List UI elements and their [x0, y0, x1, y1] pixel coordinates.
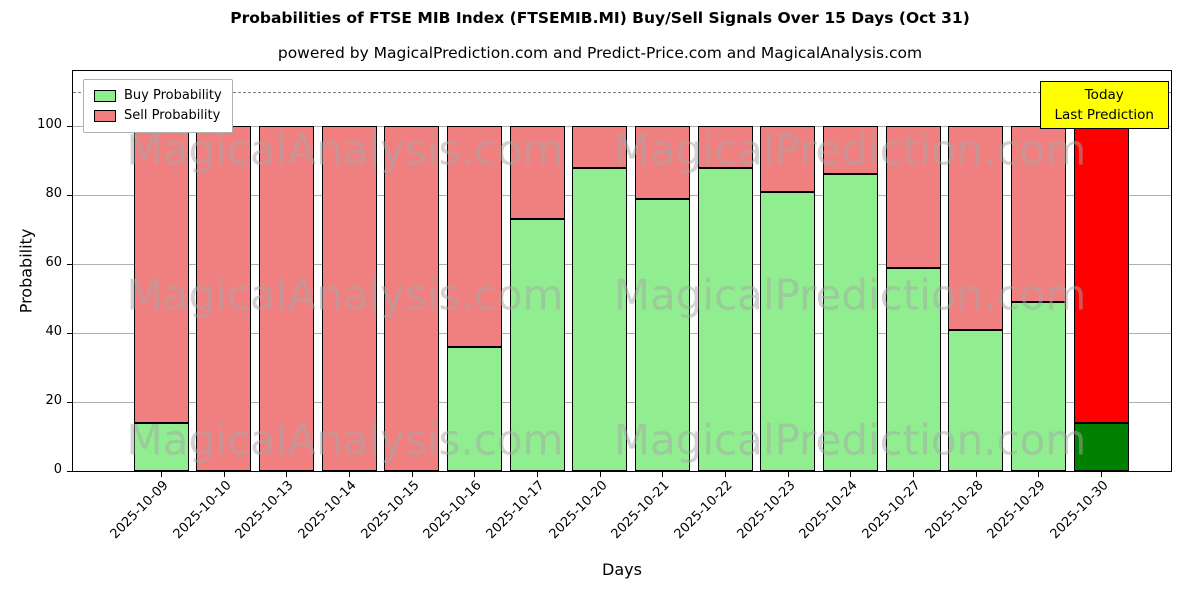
- x-tick-mark: [161, 472, 162, 477]
- buy-bar-segment: [1010, 302, 1066, 471]
- y-tick-label: 0: [53, 462, 62, 477]
- buy-bar-segment: [1073, 422, 1129, 471]
- today-annotation-line1: Today: [1084, 87, 1124, 103]
- x-tick-label: 2025-10-20: [546, 478, 611, 543]
- y-tick-label: 80: [45, 186, 62, 202]
- sell-bar-segment: [509, 126, 565, 220]
- x-tick-mark: [913, 472, 914, 477]
- x-tick-label: 2025-10-21: [608, 478, 673, 543]
- x-tick-mark: [850, 472, 852, 477]
- legend-label-buy: Buy Probability: [124, 88, 222, 103]
- today-annotation-line2: Last Prediction: [1054, 107, 1154, 123]
- legend-item-buy: Buy Probability: [94, 86, 222, 106]
- x-tick-mark: [411, 472, 413, 477]
- y-tick-mark: [67, 471, 72, 472]
- dashed-threshold-line: [73, 91, 1171, 93]
- x-tick-label: 2025-10-28: [922, 478, 987, 543]
- legend-label-sell: Sell Probability: [124, 108, 221, 123]
- x-axis-label: Days: [602, 560, 642, 579]
- today-annotation: Today Last Prediction: [1039, 81, 1169, 129]
- x-tick-mark: [662, 472, 664, 477]
- x-tick-mark: [474, 472, 476, 477]
- sell-bar-segment: [1073, 126, 1129, 423]
- buy-bar-segment: [133, 422, 189, 471]
- chart-title: Probabilities of FTSE MIB Index (FTSEMIB…: [230, 9, 970, 27]
- sell-bar-segment: [572, 126, 628, 168]
- x-tick-label: 2025-10-23: [734, 478, 799, 543]
- buy-bar-segment: [446, 346, 502, 471]
- buy-bar-segment: [822, 174, 878, 471]
- y-tick-mark: [67, 195, 72, 197]
- x-tick-mark: [787, 472, 789, 477]
- legend-item-sell: Sell Probability: [94, 106, 222, 126]
- sell-bar-segment: [446, 126, 502, 347]
- x-tick-label: 2025-10-16: [420, 478, 485, 543]
- buy-bar-segment: [509, 219, 565, 471]
- x-tick-mark: [599, 472, 601, 477]
- chart-subtitle: powered by MagicalPrediction.com and Pre…: [277, 44, 923, 62]
- x-tick-label: 2025-10-14: [295, 478, 360, 543]
- sell-bar-segment: [321, 126, 377, 471]
- buy-bar-segment: [885, 267, 941, 471]
- buy-bar-segment: [572, 167, 628, 471]
- y-axis-label: Probability: [16, 228, 36, 314]
- sell-bar-segment: [822, 126, 878, 175]
- y-tick-mark: [67, 264, 72, 266]
- sell-bar-segment: [1010, 126, 1066, 303]
- buy-bar-segment: [948, 329, 1004, 471]
- y-tick-label: 60: [45, 255, 62, 271]
- sell-bar-segment: [196, 126, 252, 471]
- x-tick-label: 2025-10-29: [984, 478, 1049, 543]
- plot-layers: MagicalAnalysis.com MagicalPrediction.com…: [73, 71, 1171, 471]
- y-tick-mark: [67, 402, 72, 404]
- x-tick-mark: [349, 472, 350, 477]
- sell-swatch: [94, 110, 116, 122]
- y-tick-label: 40: [45, 324, 62, 340]
- x-tick-mark: [1038, 472, 1040, 477]
- sell-bar-segment: [885, 126, 941, 268]
- x-tick-label: 2025-10-24: [796, 478, 861, 543]
- x-tick-mark: [537, 472, 538, 477]
- buy-bar-segment: [760, 191, 816, 471]
- buy-swatch: [94, 90, 116, 102]
- x-tick-mark: [286, 472, 288, 477]
- sell-bar-segment: [384, 126, 440, 471]
- y-tick-mark: [67, 333, 72, 335]
- plot-area: MagicalAnalysis.com MagicalPrediction.com…: [72, 70, 1172, 472]
- y-tick-label: 100: [37, 117, 62, 133]
- legend: Buy Probability Sell Probability: [83, 79, 233, 133]
- x-tick-mark: [1101, 472, 1102, 477]
- x-tick-label: 2025-10-15: [358, 478, 423, 543]
- sell-bar-segment: [760, 126, 816, 192]
- sell-bar-segment: [948, 126, 1004, 330]
- y-tick-label: 20: [45, 393, 62, 409]
- x-tick-label: 2025-10-17: [483, 478, 548, 543]
- sell-bar-segment: [697, 126, 753, 168]
- buy-bar-segment: [634, 198, 690, 471]
- y-tick-mark: [67, 126, 72, 128]
- sell-bar-segment: [634, 126, 690, 199]
- x-tick-mark: [975, 472, 977, 477]
- x-tick-label: 2025-10-27: [859, 478, 924, 543]
- x-tick-label: 2025-10-09: [107, 478, 172, 543]
- x-tick-label: 2025-10-30: [1047, 478, 1112, 543]
- x-tick-label: 2025-10-22: [671, 478, 736, 543]
- x-tick-mark: [725, 472, 726, 477]
- sell-bar-segment: [258, 126, 314, 471]
- x-tick-mark: [223, 472, 225, 477]
- sell-bar-segment: [133, 126, 189, 423]
- x-tick-label: 2025-10-13: [232, 478, 297, 543]
- x-tick-label: 2025-10-10: [170, 478, 235, 543]
- buy-bar-segment: [697, 167, 753, 471]
